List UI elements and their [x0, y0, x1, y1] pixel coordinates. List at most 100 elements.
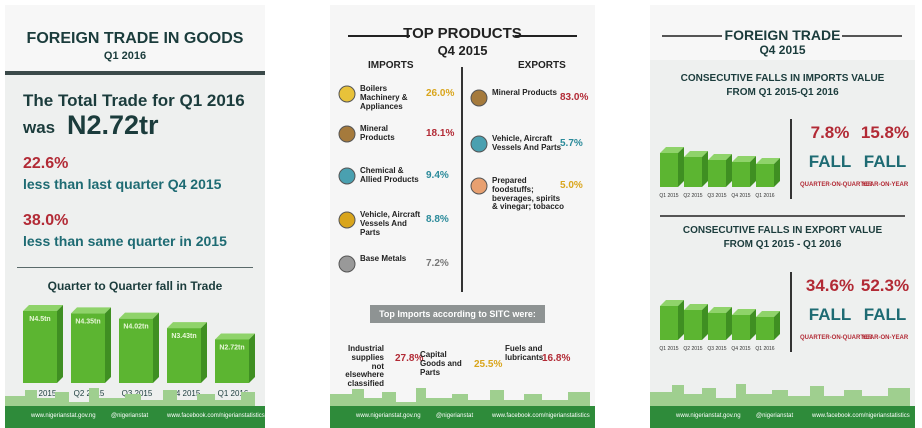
import-value: 18.1% [426, 128, 455, 139]
value-label: N3.43tn [171, 333, 196, 340]
twitter: @nigerianstat [756, 413, 794, 419]
footer: www.nigerianstat.gov.ng @nigerianstat ww… [650, 406, 915, 428]
stat-value: 22.6% [23, 155, 69, 172]
facebook: www.facebook.com/nigerianstatistics [492, 413, 590, 419]
bar [660, 306, 678, 340]
x-tick-label: Q4 2015 [731, 193, 750, 199]
period: Q4 2015 [437, 43, 488, 58]
icon-bars: Q1 2015 Q2 2015 Q3 2015 Q4 2015 Q1 2016 [659, 147, 780, 199]
header-bg [650, 5, 915, 60]
bar-top [708, 154, 732, 160]
stat-label: YEAR-ON-YEAR [861, 335, 909, 341]
middle-panel: TOP PRODUCTS Q4 2015 IMPORTS EXPORTS Top… [330, 5, 595, 428]
sitc-heading: Top Imports according to SITC were: [379, 309, 536, 319]
export-value: 5.0% [560, 180, 583, 191]
bar-top [684, 304, 708, 310]
bar [684, 157, 702, 187]
export-value: 83.0% [560, 92, 589, 103]
bar [23, 311, 57, 383]
sitc-box [370, 305, 545, 323]
section-heading: CONSECUTIVE FALLS IN IMPORTS VALUE [680, 73, 885, 84]
icon [338, 85, 356, 103]
website: www.nigerianstat.gov.ng [676, 413, 741, 419]
footer: www.nigerianstat.gov.ng @nigerianstat ww… [5, 406, 265, 428]
bar-side [678, 300, 684, 340]
rule [842, 35, 902, 37]
bar-top [684, 151, 708, 157]
right-panel: FOREIGN TRADE Q4 2015 www.nigerianstat.g… [650, 5, 915, 428]
icon-shape [338, 167, 356, 185]
stat-word: FALL [808, 152, 852, 171]
bar-side [702, 304, 708, 340]
export-value: 5.7% [560, 138, 583, 149]
icon-bars: Q1 2015 Q2 2015 Q3 2015 Q4 2015 Q1 2016 [659, 300, 780, 352]
bar-side [702, 151, 708, 187]
section-heading: FROM Q1 2015-Q1 2016 [726, 87, 839, 98]
bar [71, 313, 105, 383]
rule [515, 35, 577, 37]
import-value: 9.4% [426, 170, 449, 181]
imports-heading: IMPORTS [368, 60, 414, 71]
was: was [23, 118, 56, 137]
facebook: www.facebook.com/nigerianstatistics [167, 413, 265, 419]
export-label: Vehicle, Aircraft Vessels And Parts [492, 134, 562, 152]
x-tick-label: Q1 2015 [659, 346, 678, 352]
bar-side [105, 307, 111, 383]
import-value: 8.8% [426, 214, 449, 225]
import-label: Vehicle, Aircraft Vessels And Parts [360, 210, 421, 237]
stat-value: 7.8% [810, 123, 850, 142]
bar-side [726, 154, 732, 187]
bar [732, 162, 750, 187]
sitc-label: Industrial supplies not elsewhere classi… [345, 344, 384, 389]
bar [119, 318, 153, 383]
icon-shape [470, 89, 488, 107]
footer: www.nigerianstat.gov.ng @nigerianstat ww… [330, 406, 595, 428]
bar [215, 339, 249, 383]
icon [338, 211, 356, 229]
stat-word: FALL [863, 305, 907, 324]
import-value: 7.2% [426, 258, 449, 269]
twitter: @nigerianstat [436, 413, 474, 419]
facebook: www.facebook.com/nigerianstatistics [812, 413, 910, 419]
x-tick-label: Q4 2015 [170, 389, 201, 398]
x-tick-label: Q2 2015 [683, 346, 702, 352]
bar-top [660, 300, 684, 306]
bar-top [756, 311, 780, 317]
bar [660, 153, 678, 187]
sitc-value: 25.5% [474, 359, 503, 370]
twitter: @nigerianstat [111, 413, 149, 419]
sitc-value: 27.8% [395, 353, 424, 364]
export-label: Prepared foodstuffs; beverages, spirits … [492, 176, 565, 212]
value-label: N4.35tn [75, 318, 100, 325]
rule [660, 215, 905, 217]
header-bg [5, 5, 265, 73]
exports-heading: EXPORTS [518, 60, 566, 71]
import-value: 26.0% [426, 88, 455, 99]
bar-top [708, 307, 732, 313]
website: www.nigerianstat.gov.ng [356, 413, 421, 419]
value-label: N4.5tn [29, 316, 50, 323]
stat-label: QUARTER-ON-QUARTER [800, 182, 873, 188]
icon-shape [338, 211, 356, 229]
rule [17, 267, 253, 268]
bar-top [215, 333, 255, 340]
bar [732, 315, 750, 340]
stat-label: YEAR-ON-YEAR [861, 182, 909, 188]
stat-word: FALL [863, 152, 907, 171]
x-tick-label: Q1 2015 [659, 193, 678, 199]
bar-side [774, 311, 780, 340]
section-heading: CONSECUTIVE FALLS IN EXPORT VALUE [682, 225, 883, 236]
skyline [650, 384, 910, 406]
bar-side [726, 307, 732, 340]
stat-label: QUARTER-ON-QUARTER [800, 335, 873, 341]
bar [756, 317, 774, 340]
stat-value: 52.3% [860, 276, 910, 295]
skyline [330, 388, 590, 406]
icon-shape [338, 125, 356, 143]
bar [708, 160, 726, 187]
bar-top [660, 147, 684, 153]
x-tick-label: Q1 2016 [755, 193, 774, 199]
chart-title: Quarter to Quarter fall in Trade [47, 279, 223, 293]
value-label: N4.02tn [123, 324, 148, 331]
section-heading: FROM Q1 2015 - Q1 2016 [723, 239, 842, 250]
